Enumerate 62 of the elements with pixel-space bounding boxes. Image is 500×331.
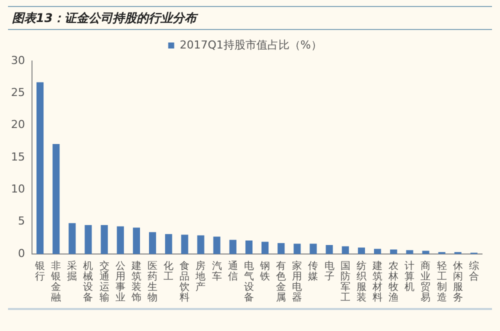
bar [390,249,398,254]
bar [213,236,220,254]
x-tick-label: 商业贸易 [420,260,431,304]
bar [52,144,60,254]
bar [84,225,92,254]
x-tick-label: 医药生物 [148,260,158,304]
y-tick-label: 30 [10,54,25,67]
x-tick-label: 家用电器 [292,260,302,304]
x-tick-label: 化工 [164,260,174,282]
bar [245,240,252,254]
bar [197,235,204,254]
bar [68,223,76,254]
bar [229,240,236,254]
x-tick-label: 有色金属 [276,260,286,304]
x-tick-label: 非银金融 [50,260,62,304]
bar [294,244,301,254]
x-tick-label: 计算机 [404,260,415,293]
x-tick-label: 建筑装饰 [130,260,142,304]
x-tick-label: 机械设备 [83,260,94,304]
y-tick-label: 20 [10,118,25,132]
y-tick-label: 10 [10,182,25,196]
x-tick-label: 纺织服装 [356,260,366,304]
legend-label: 2017Q1持股市值占比（%） [180,38,322,52]
y-tick-label: 5 [18,214,25,228]
bar [406,250,414,254]
bar [36,82,44,254]
bar [326,244,333,254]
x-tick-label: 建筑材料 [372,260,383,304]
bar [116,226,124,254]
x-tick-label: 公用事业 [115,260,126,304]
x-tick-label: 通信 [228,260,238,282]
x-tick-label: 农林牧渔 [388,260,399,304]
x-tick-label: 钢铁 [259,260,270,282]
y-tick-label: 25 [10,86,25,100]
bar [278,243,285,254]
bar [374,248,382,254]
y-tick-label: 0 [18,246,25,260]
x-tick-label: 休闲服务 [452,260,463,304]
chart-title: 图表13：证金公司持股的行业分布 [11,10,197,26]
x-tick-label: 综合 [468,260,479,282]
x-tick-label: 电子 [324,260,334,282]
bar [132,228,140,254]
bar [342,246,349,254]
bar [181,234,188,254]
x-tick-label: 交通运输 [99,260,110,304]
x-tick-label: 采掘 [67,260,78,282]
y-tick-label: 15 [10,150,25,164]
x-tick-label: 电气设备 [244,260,254,304]
x-tick-label: 传媒 [308,260,318,282]
bar [100,225,108,254]
bar [165,234,172,254]
bar [149,232,156,254]
x-tick-label: 轻工制造 [436,260,447,304]
bar [422,250,430,254]
x-tick-label: 银行 [34,260,46,282]
bar [262,242,269,254]
x-tick-label: 汽车 [212,260,222,282]
x-tick-label: 食品饮料 [178,260,190,304]
x-tick-label: 国防军工 [340,260,350,304]
bar [358,248,365,254]
bar [310,244,317,254]
x-tick-label: 房地产 [194,260,206,293]
